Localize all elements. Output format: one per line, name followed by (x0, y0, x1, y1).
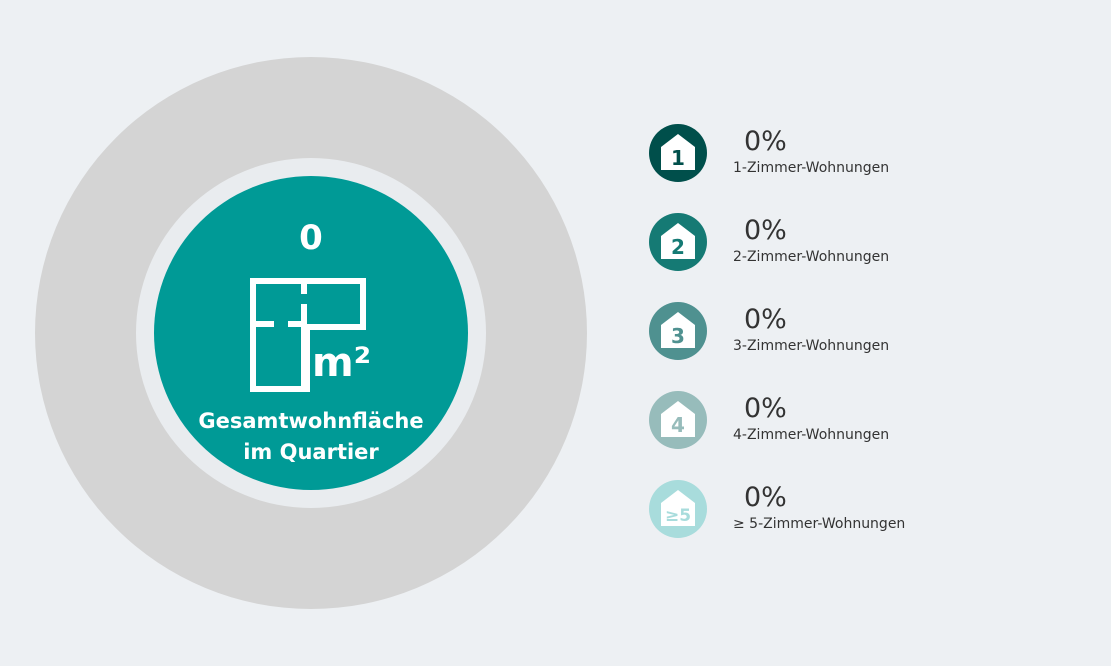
legend-percent: 0% (744, 393, 787, 424)
floor-plan-icon: m² (250, 278, 371, 392)
house-icon: 2 (661, 223, 695, 259)
legend-item: 3 0% 3-Zimmer-Wohnungen (649, 302, 1009, 362)
legend-label: 2-Zimmer-Wohnungen (733, 249, 890, 265)
badge-number: 4 (671, 413, 685, 437)
badge-number: 3 (671, 324, 685, 348)
house-icon: 3 (661, 312, 695, 348)
legend-percent: 0% (744, 126, 787, 157)
house-icon: 4 (661, 401, 695, 437)
badge-number: 1 (671, 146, 685, 170)
legend-percent: 0% (744, 482, 787, 513)
house-icon: 1 (661, 134, 695, 170)
legend-label: 4-Zimmer-Wohnungen (733, 427, 890, 443)
legend-item: ≥5 0% ≥ 5-Zimmer-Wohnungen (649, 480, 1009, 540)
badge-number: 2 (671, 235, 685, 259)
room-badge: 4 (649, 391, 707, 449)
legend-item: 2 0% 2-Zimmer-Wohnungen (649, 213, 1009, 273)
legend-item: 1 0% 1-Zimmer-Wohnungen (649, 124, 1009, 184)
total-area-circle: 0 m² Gesamtwohnfläche im Quartier (154, 176, 468, 490)
room-badge: 2 (649, 213, 707, 271)
room-badge: 1 (649, 124, 707, 182)
caption-line-2: im Quartier (243, 440, 379, 464)
legend-percent: 0% (744, 215, 787, 246)
legend-label: 1-Zimmer-Wohnungen (733, 160, 890, 176)
legend-label: ≥ 5-Zimmer-Wohnungen (733, 516, 906, 532)
legend-label: 3-Zimmer-Wohnungen (733, 338, 890, 354)
room-badge: ≥5 (649, 480, 707, 538)
legend-percent: 0% (744, 304, 787, 335)
legend-item: 4 0% 4-Zimmer-Wohnungen (649, 391, 1009, 451)
caption-line-1: Gesamtwohnfläche (198, 409, 424, 433)
badge-number: ≥5 (665, 506, 691, 526)
total-area-value: 0 (299, 218, 323, 258)
house-icon: ≥5 (661, 490, 695, 526)
room-badge: 3 (649, 302, 707, 360)
unit-label: m² (312, 340, 371, 386)
